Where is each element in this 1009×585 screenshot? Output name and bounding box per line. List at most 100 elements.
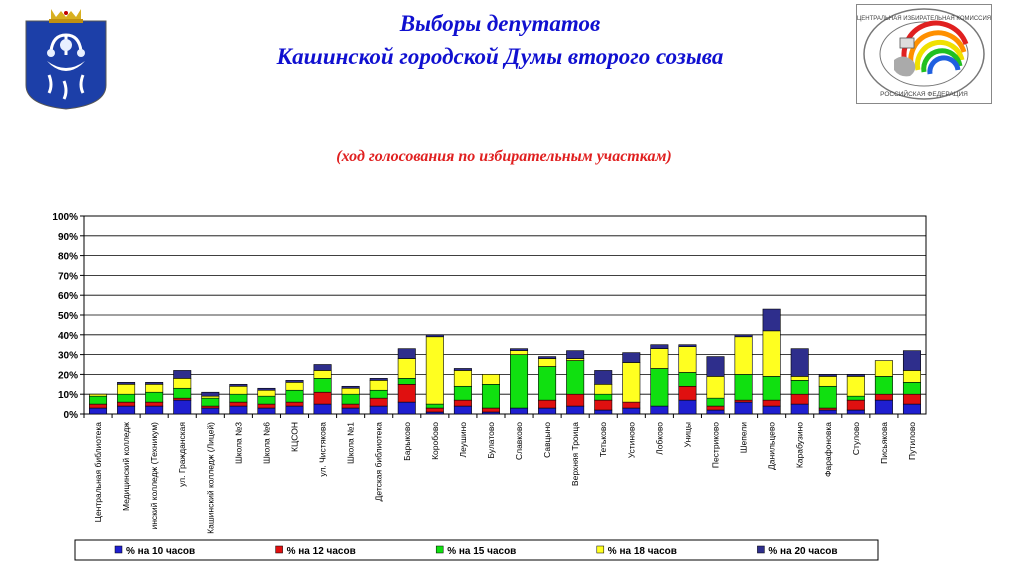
x-tick-label: Славково <box>514 422 524 460</box>
bar-segment <box>89 393 108 397</box>
bar-segment <box>369 380 388 391</box>
y-tick-label: 10% <box>58 390 78 401</box>
bar-segment <box>902 370 921 383</box>
bar-segment <box>341 393 360 405</box>
bar-segment <box>89 407 108 415</box>
bar-segment <box>902 403 921 415</box>
legend-swatch <box>596 545 605 554</box>
x-tick-label: Стулово <box>851 422 861 455</box>
bar-segment <box>790 403 809 415</box>
bar-segment <box>117 383 136 395</box>
bar-segment <box>706 397 725 407</box>
x-tick-label: КЦСОН <box>290 422 300 452</box>
x-tick-label: Шепели <box>739 422 749 454</box>
x-tick-label: инский колледж (Техникум) <box>149 422 159 530</box>
bar-segment <box>229 383 248 387</box>
bar-segment <box>117 382 136 385</box>
x-tick-label: Устиново <box>626 422 636 459</box>
bar-segment <box>229 405 248 415</box>
bar-segment <box>594 399 613 411</box>
bar-segment <box>790 380 809 395</box>
title-line-1: Выборы депутатов <box>399 11 601 36</box>
bar-segment <box>257 403 276 409</box>
bar-segment <box>117 405 136 415</box>
legend-label: % на 12 часов <box>287 546 356 557</box>
bar-segment <box>566 350 585 359</box>
bar-segment <box>341 403 360 409</box>
x-tick-label: Булатово <box>486 422 496 459</box>
bar-segment <box>734 401 753 415</box>
bar-segment <box>257 387 276 391</box>
bar-segment <box>425 336 444 405</box>
bar-segment <box>846 395 865 401</box>
bar-segment <box>285 401 304 407</box>
bar-segment <box>257 389 276 397</box>
subtitle: (ход голосования по избирательным участк… <box>336 148 672 165</box>
bar-segment <box>538 366 557 401</box>
bar-segment <box>257 407 276 415</box>
bar-segment <box>594 370 613 385</box>
bar-segment <box>622 362 641 403</box>
bar-segment <box>313 364 332 371</box>
bar-segment <box>734 336 753 375</box>
bar-segment <box>341 387 360 395</box>
bar-segment <box>229 401 248 407</box>
bar-segment <box>397 401 416 415</box>
bar-segment <box>622 407 641 415</box>
bar-segment <box>117 393 136 403</box>
bar-segment <box>201 407 220 415</box>
bar-segment <box>706 356 725 377</box>
bar-segment <box>369 389 388 399</box>
bar-segment <box>117 401 136 407</box>
bar-segment <box>790 348 809 377</box>
x-tick-label: Верхняя Троица <box>570 422 580 486</box>
y-tick-label: 0% <box>64 410 79 421</box>
bar-segment <box>818 409 837 415</box>
bar-segment <box>594 409 613 415</box>
bar-segment <box>313 370 332 379</box>
bar-segment <box>397 383 416 403</box>
x-tick-label: Центральная библиотека <box>93 422 103 523</box>
bar-segment <box>762 376 781 401</box>
y-tick-label: 90% <box>58 232 78 243</box>
bar-segment <box>201 391 220 397</box>
y-tick-label: 30% <box>58 351 78 362</box>
bar-segment <box>818 385 837 409</box>
bar-segment <box>650 405 669 415</box>
bar-segment <box>706 376 725 399</box>
bar-segment <box>678 385 697 401</box>
bar-segment <box>734 374 753 401</box>
bar-segment <box>397 358 416 379</box>
bar-segment <box>846 374 865 377</box>
bar-segment <box>538 407 557 415</box>
bar-segment <box>173 387 192 399</box>
bar-segment <box>453 370 472 387</box>
bar-segment <box>89 403 108 409</box>
x-tick-label: ул. Гражданская <box>177 422 187 487</box>
x-tick-label: Школа №6 <box>261 422 271 464</box>
x-tick-label: Школа №1 <box>346 422 356 464</box>
bar-segment <box>285 382 304 391</box>
bar-segment <box>145 405 164 415</box>
x-tick-label: Данильцево <box>767 422 777 470</box>
bar-segment <box>678 344 697 347</box>
bar-segment <box>510 350 529 355</box>
bar-segment <box>453 405 472 415</box>
bar-segment <box>790 376 809 381</box>
legend-label: % на 18 часов <box>608 546 677 557</box>
x-tick-label: Уницы <box>682 422 692 447</box>
bar-segment <box>538 358 557 367</box>
bar-segment <box>453 368 472 371</box>
bar-segment <box>790 393 809 405</box>
y-tick-label: 50% <box>58 311 78 322</box>
legend-label: % на 20 часов <box>768 546 837 557</box>
bar-segment <box>874 399 893 415</box>
bar-segment <box>369 378 388 381</box>
bar-segment <box>341 407 360 415</box>
x-tick-label: Путилово <box>907 422 917 460</box>
y-tick-label: 20% <box>58 370 78 381</box>
bar-segment <box>510 407 529 415</box>
bar-segment <box>145 391 164 403</box>
bar-segment <box>538 399 557 409</box>
bar-segment <box>285 389 304 403</box>
